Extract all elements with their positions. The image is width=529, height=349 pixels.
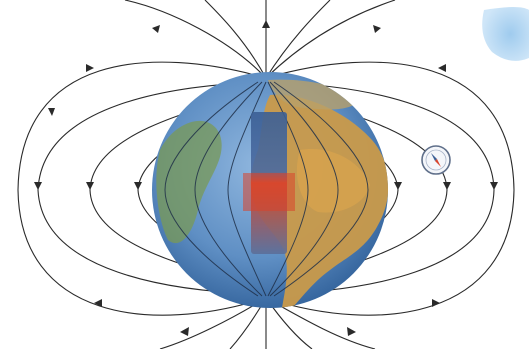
arrow-icon: [432, 299, 440, 307]
arrow-icon: [180, 327, 189, 336]
arrow-icon: [347, 327, 356, 336]
arrow-icon: [443, 182, 451, 190]
arrow-icon: [262, 20, 270, 28]
arrow-icon: [490, 182, 498, 190]
bar-magnet: [243, 112, 295, 254]
land-warm-region: [296, 149, 370, 213]
compass-icon: [421, 145, 451, 175]
arrow-icon: [94, 299, 102, 307]
arrow-icon: [394, 182, 402, 190]
arrow-icon: [86, 182, 94, 190]
arrow-icon: [86, 64, 94, 72]
arrow-icon: [152, 25, 160, 33]
arrow-icon: [438, 64, 446, 72]
arrow-icon: [48, 108, 55, 116]
inner-field-lines: [164, 81, 369, 297]
sky-patch: [482, 7, 529, 61]
continent-europe: [268, 79, 360, 110]
arrow-icon: [34, 182, 42, 190]
continent-americas: [156, 120, 222, 244]
arrow-icon: [373, 25, 381, 33]
field-arrows: [34, 20, 498, 336]
arrow-icon: [134, 182, 142, 190]
